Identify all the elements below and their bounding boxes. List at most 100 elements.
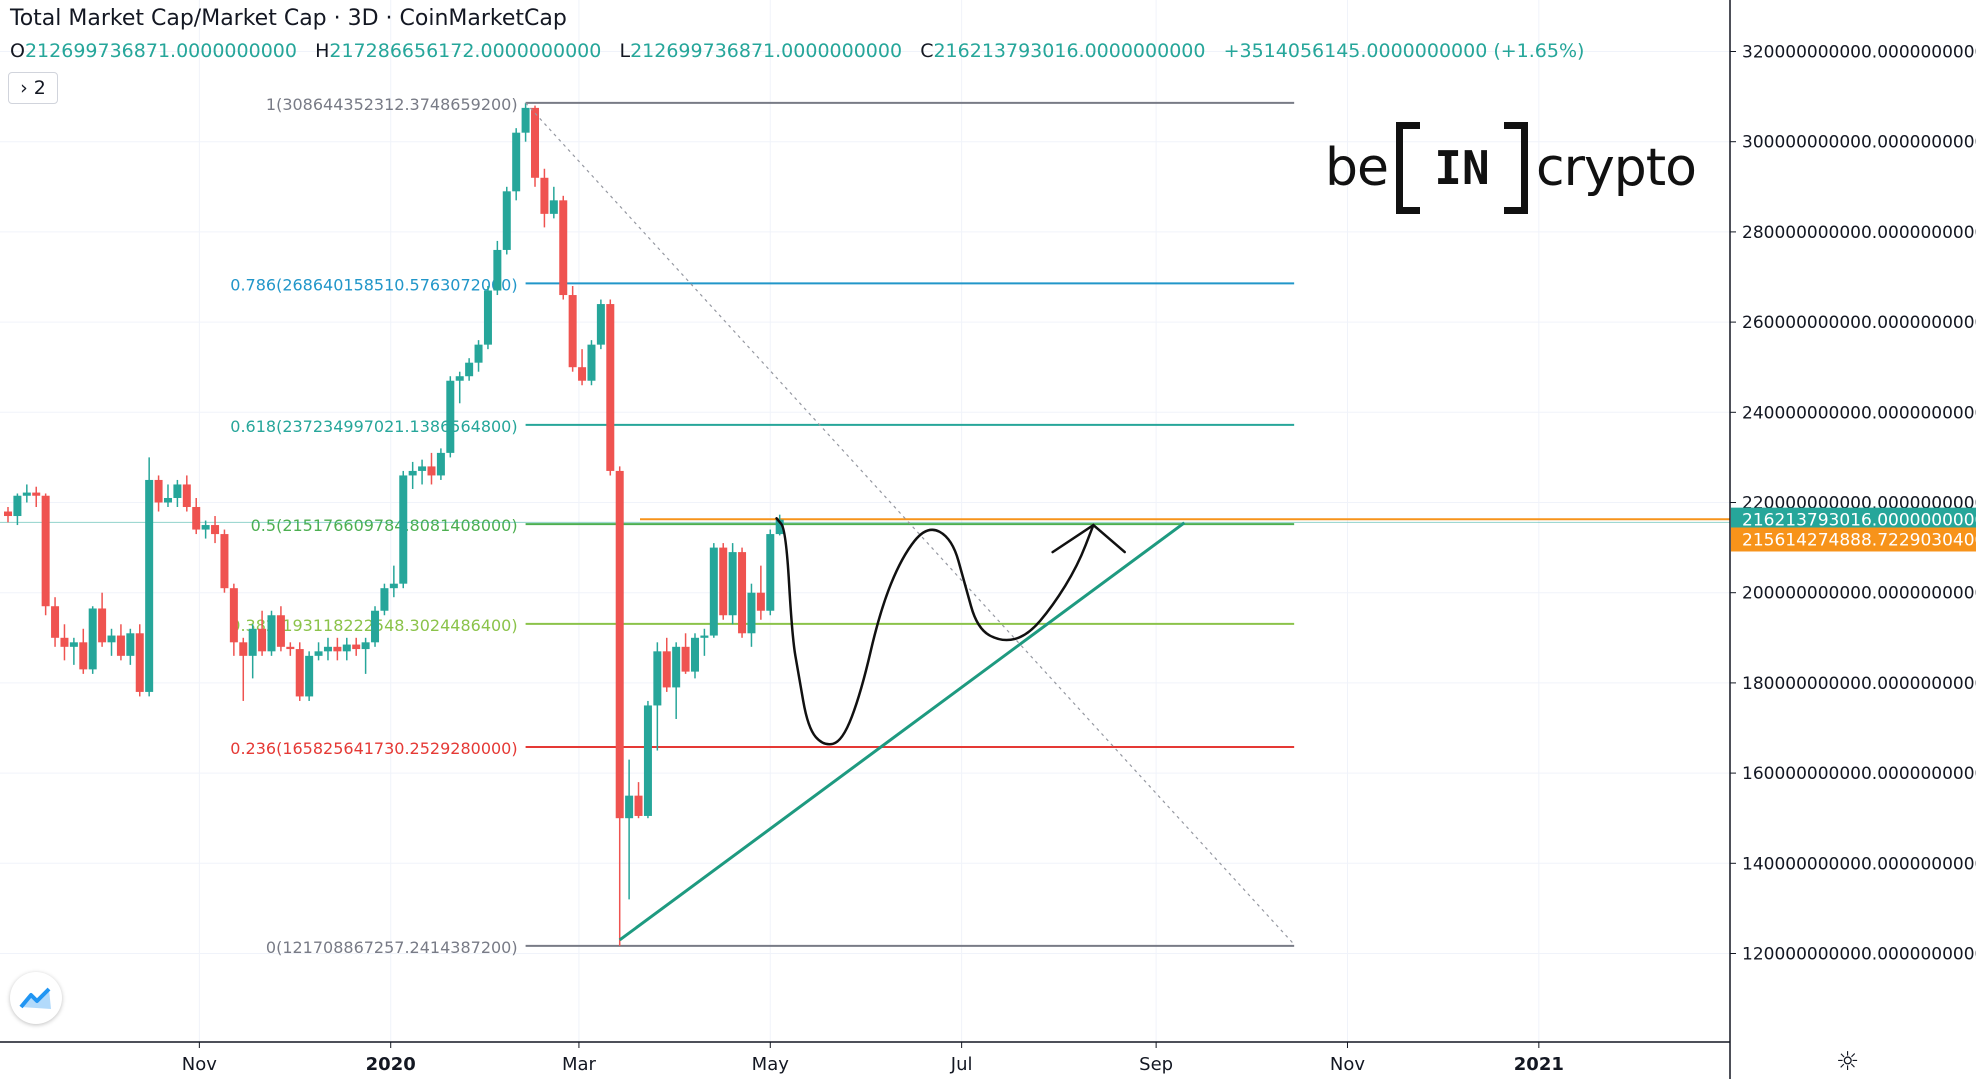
candle-body — [239, 642, 248, 656]
price-tick-label: 280000000000.0000000000 — [1742, 223, 1976, 243]
candle-body — [248, 628, 257, 656]
candle-body — [154, 479, 163, 503]
price-tick-label: 180000000000.0000000000 — [1742, 674, 1976, 694]
candle-body — [578, 367, 587, 381]
candle-body — [690, 637, 699, 672]
candle-body — [634, 795, 643, 816]
candle-body — [568, 295, 577, 368]
candle-body — [587, 344, 596, 381]
candle-body — [314, 651, 323, 656]
settings-gear-icon[interactable]: ☼ — [1836, 1047, 1860, 1077]
candle-body — [116, 635, 125, 656]
high-key: H — [315, 40, 330, 62]
candle-body — [69, 642, 78, 647]
open-key: O — [10, 40, 25, 62]
candle-body — [549, 200, 558, 214]
price-tick-label: 260000000000.0000000000 — [1742, 313, 1976, 333]
candle-body — [521, 107, 530, 133]
projection-arrow-head — [1051, 523, 1127, 554]
candle-body — [135, 633, 144, 692]
candle-body — [88, 608, 97, 670]
candle-body — [455, 376, 464, 381]
candle-body — [502, 191, 511, 250]
price-tick-label: 200000000000.0000000000 — [1742, 584, 1976, 604]
candle-body — [408, 470, 417, 476]
beincrypto-logo: be IN crypto — [1325, 118, 1697, 218]
time-tick-label: May — [752, 1054, 790, 1075]
tradingview-icon — [19, 987, 51, 1009]
candle-body — [305, 655, 314, 697]
fib-level-label: 0.786(268640158510.5763072000) — [230, 275, 517, 294]
candle-body — [182, 484, 191, 508]
candle-body — [286, 646, 295, 650]
candle-body — [323, 646, 332, 652]
time-tick-label: Nov — [1330, 1054, 1365, 1075]
high-value: 217286656172.0000000000 — [329, 40, 602, 62]
logo-text-right: crypto — [1536, 138, 1697, 198]
candles — [4, 102, 784, 946]
candle-body — [465, 362, 474, 377]
candle-body — [662, 651, 671, 688]
candle-body — [436, 452, 445, 476]
candle-body — [13, 495, 22, 517]
fib-level-label: 0.618(237234997021.1386564800) — [230, 417, 517, 436]
logo-text-left: be — [1325, 138, 1389, 198]
low-value: 212699736871.0000000000 — [630, 40, 903, 62]
candle-body — [258, 628, 267, 652]
candle-body — [756, 592, 765, 611]
candle-body — [615, 470, 624, 819]
candle-body — [681, 646, 690, 672]
candle-body — [98, 608, 107, 643]
candle-body — [719, 547, 728, 616]
close-key: C — [920, 40, 934, 62]
candle-body — [512, 132, 521, 192]
chevron-right-icon: › — [20, 77, 34, 99]
candle-body — [276, 615, 285, 647]
candle-body — [60, 637, 69, 647]
bracket-icon — [1393, 119, 1531, 217]
candle-body — [418, 466, 427, 471]
price-tick-label: 160000000000.0000000000 — [1742, 764, 1976, 784]
indicator-toggle-button[interactable]: › 2 — [8, 72, 58, 104]
fib-level-label: 0(121708867257.2414387200) — [266, 938, 518, 957]
candle-body — [606, 304, 615, 471]
candle-body — [267, 615, 276, 652]
logo-text-mid: IN — [1434, 141, 1490, 195]
candle-body — [728, 552, 737, 616]
candle-body — [625, 795, 634, 819]
candle-body — [4, 511, 12, 517]
fib-level-label: 1(308644352312.3748659200) — [266, 95, 518, 114]
logo-bracket-mark: IN — [1393, 119, 1531, 217]
candle-body — [672, 646, 681, 688]
time-tick-label: 2020 — [366, 1054, 416, 1075]
candle-body — [483, 290, 492, 345]
low-key: L — [619, 40, 631, 62]
candle-body — [709, 547, 718, 636]
support-trend-line — [618, 521, 1186, 942]
time-tick-label: 2021 — [1514, 1054, 1564, 1075]
fib-level-label: 0.5(215176609784.8081408000) — [251, 516, 518, 535]
candle-body — [747, 592, 756, 634]
time-tick-label: Nov — [182, 1054, 217, 1075]
candle-body — [126, 633, 135, 656]
candle-body — [427, 466, 436, 476]
candle-body — [389, 583, 398, 589]
candle-body — [145, 479, 154, 692]
candle-body — [531, 107, 540, 178]
candle-body — [738, 552, 747, 634]
candle-body — [371, 610, 380, 643]
candle-body — [22, 492, 31, 496]
tradingview-logo-button[interactable] — [10, 972, 62, 1024]
dotted-trend-line — [525, 102, 1295, 945]
candle-body — [173, 484, 182, 498]
candle-body — [446, 380, 455, 453]
projection-path — [775, 517, 1095, 746]
price-tick-label: 300000000000.0000000000 — [1742, 133, 1976, 153]
candle-body — [201, 525, 210, 530]
candle-body — [700, 635, 709, 638]
chart-title: Total Market Cap/Market Cap · 3D · CoinM… — [10, 6, 567, 31]
time-tick-label: Jul — [950, 1054, 973, 1075]
candle-body — [559, 200, 568, 296]
